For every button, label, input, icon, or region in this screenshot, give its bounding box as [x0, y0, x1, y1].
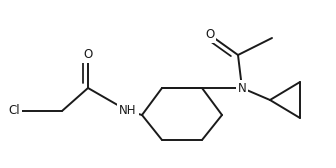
Text: NH: NH	[119, 104, 137, 117]
Text: O: O	[83, 49, 93, 61]
Text: O: O	[205, 29, 215, 41]
Text: N: N	[238, 81, 246, 94]
Text: Cl: Cl	[8, 104, 20, 117]
